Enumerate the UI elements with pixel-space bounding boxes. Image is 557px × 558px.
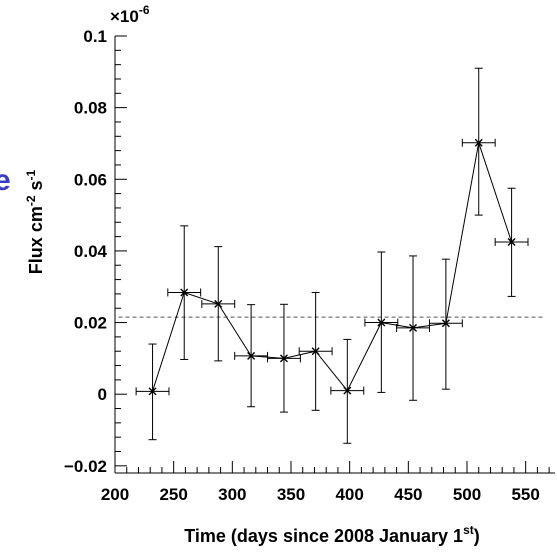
markers-group xyxy=(148,138,516,396)
x-tick-label: 400 xyxy=(335,485,363,504)
data-marker xyxy=(441,319,450,328)
ticks-group: 200 250 300 350 400 450 500 550 −0.02 0 0.02 0.04 0.… xyxy=(64,27,550,504)
edge-glyph: e xyxy=(0,164,11,197)
x-tick-label: 200 xyxy=(101,485,129,504)
x-tick-label: 250 xyxy=(159,485,187,504)
y-axis-title: Flux cm-2 s-1 xyxy=(24,169,46,274)
series-line-group xyxy=(152,142,513,392)
y-tick-label: 0.06 xyxy=(74,170,107,189)
data-marker xyxy=(377,318,386,327)
y-tick-label: −0.02 xyxy=(64,457,107,476)
y-tick-label: 0 xyxy=(98,385,107,404)
y-tick-label: 0.02 xyxy=(74,314,107,333)
data-marker xyxy=(180,288,189,297)
x-tick-label: 550 xyxy=(511,485,539,504)
data-marker xyxy=(148,387,157,396)
series-line xyxy=(152,142,513,392)
data-marker xyxy=(214,299,223,308)
data-marker xyxy=(343,386,352,395)
data-marker xyxy=(507,237,516,246)
y-tick-label: 0.04 xyxy=(74,242,108,261)
data-marker xyxy=(247,351,256,360)
x-tick-label: 450 xyxy=(394,485,422,504)
plot-frame xyxy=(114,36,555,474)
data-marker xyxy=(279,354,288,363)
data-marker xyxy=(474,138,483,147)
x-tick-label: 350 xyxy=(277,485,305,504)
data-marker xyxy=(311,347,320,356)
data-marker xyxy=(409,323,418,332)
data-point xyxy=(461,67,496,216)
y-axis-exponent: ×10-6 xyxy=(110,3,150,26)
x-tick-label: 300 xyxy=(218,485,246,504)
y-tick-label: 0.1 xyxy=(83,27,107,46)
y-tick-label: 0.08 xyxy=(74,99,107,118)
x-tick-label: 500 xyxy=(453,485,481,504)
x-axis-title: Time (days since 2008 January 1st) xyxy=(184,523,480,546)
error-bars-group xyxy=(135,67,529,444)
